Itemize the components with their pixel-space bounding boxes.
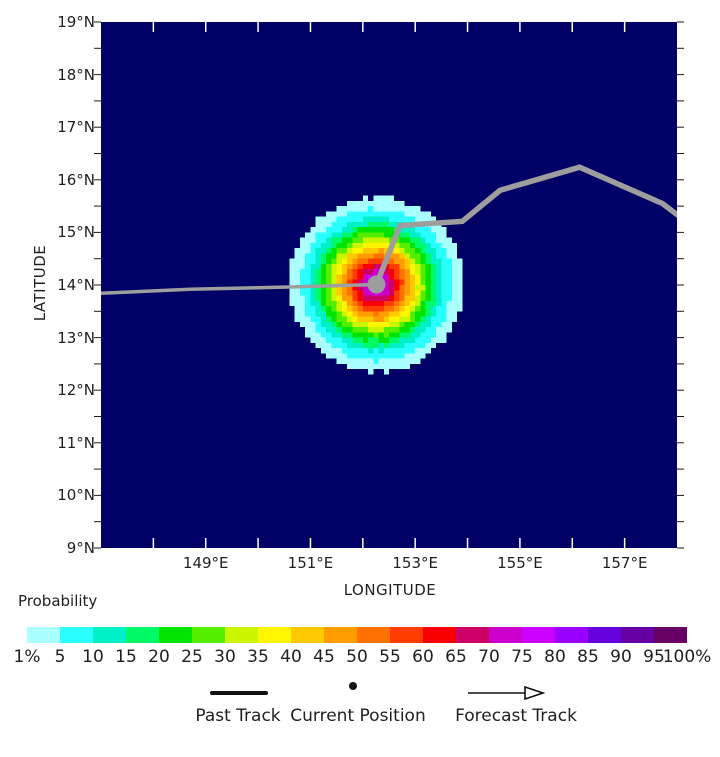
current-position-dot-icon — [349, 682, 357, 690]
y-tick-label: 18°N — [57, 65, 95, 84]
colorbar-segment — [126, 627, 159, 643]
colorbar-segment — [324, 627, 357, 643]
colorbar — [27, 627, 687, 643]
forecast-track-label: Forecast Track — [455, 706, 577, 726]
track-overlay-svg — [94, 21, 684, 549]
colorbar-tick-label: 15 — [115, 647, 137, 667]
colorbar-tick-label: 1% — [13, 647, 41, 667]
colorbar-tick-label: 80 — [544, 647, 566, 667]
current-position-label: Current Position — [290, 706, 426, 726]
forecast-track-arrow-icon — [468, 685, 546, 701]
y-tick-label: 16°N — [57, 170, 95, 189]
colorbar-tick-label: 50 — [346, 647, 368, 667]
current-position-marker — [367, 275, 386, 294]
colorbar-segment — [654, 627, 687, 643]
colorbar-segment — [60, 627, 93, 643]
y-tick-label: 12°N — [57, 381, 95, 400]
y-tick-label: 9°N — [66, 539, 95, 557]
y-tick-label: 15°N — [57, 223, 95, 242]
colorbar-tick-label: 65 — [445, 647, 467, 667]
colorbar-tick-label: 30 — [214, 647, 236, 667]
past-track-line-icon — [210, 691, 268, 695]
x-tick-label: 157°E — [601, 554, 648, 572]
colorbar-title: Probability — [18, 592, 98, 610]
colorbar-segment — [258, 627, 291, 643]
colorbar-tick-label: 95 — [643, 647, 665, 667]
y-tick-label: 11°N — [57, 433, 95, 452]
x-tick-label: 151°E — [287, 554, 334, 572]
colorbar-tick-label: 70 — [478, 647, 500, 667]
y-tick-label: 13°N — [57, 328, 95, 347]
colorbar-tick-label: 25 — [181, 647, 203, 667]
colorbar-tick-label: 75 — [511, 647, 533, 667]
colorbar-segment — [555, 627, 588, 643]
colorbar-tick-label: 85 — [577, 647, 599, 667]
probability-field-canvas — [101, 22, 677, 548]
colorbar-tick-label: 40 — [280, 647, 302, 667]
colorbar-tick-label: 60 — [412, 647, 434, 667]
colorbar-segment — [291, 627, 324, 643]
colorbar-segment — [522, 627, 555, 643]
colorbar-segment — [588, 627, 621, 643]
colorbar-tick-label: 5 — [54, 647, 66, 667]
y-tick-label: 14°N — [57, 276, 95, 294]
y-tick-label: 10°N — [57, 486, 95, 505]
forecast-track-line — [373, 164, 677, 286]
colorbar-tick-label: 35 — [247, 647, 269, 667]
colorbar-segment — [423, 627, 456, 643]
colorbar-segment — [27, 627, 60, 643]
colorbar-tick-label: 55 — [379, 647, 401, 667]
x-tick-label: 149°E — [182, 554, 229, 572]
y-tick-label: 17°N — [57, 118, 95, 137]
colorbar-tick-label: 45 — [313, 647, 335, 667]
y-axis-title: LATITUDE — [31, 244, 49, 322]
x-axis-title: LONGITUDE — [343, 581, 437, 599]
colorbar-segment — [456, 627, 489, 643]
past-track-line — [101, 282, 377, 296]
colorbar-segment — [159, 627, 192, 643]
colorbar-tick-label: 90 — [610, 647, 632, 667]
past-track-label: Past Track — [195, 706, 281, 726]
colorbar-segment — [192, 627, 225, 643]
colorbar-segment — [93, 627, 126, 643]
colorbar-tick-label: 100% — [662, 647, 712, 667]
y-tick-label: 19°N — [57, 13, 95, 31]
colorbar-tick-label: 10 — [82, 647, 104, 667]
map-plot-area — [94, 21, 684, 549]
colorbar-segment — [390, 627, 423, 643]
x-tick-label: 155°E — [497, 554, 543, 572]
colorbar-tick-label: 20 — [148, 647, 170, 667]
colorbar-segment — [621, 627, 654, 643]
colorbar-segment — [225, 627, 258, 643]
colorbar-segment — [357, 627, 390, 643]
x-tick-label: 153°E — [392, 554, 438, 572]
colorbar-segment — [489, 627, 522, 643]
